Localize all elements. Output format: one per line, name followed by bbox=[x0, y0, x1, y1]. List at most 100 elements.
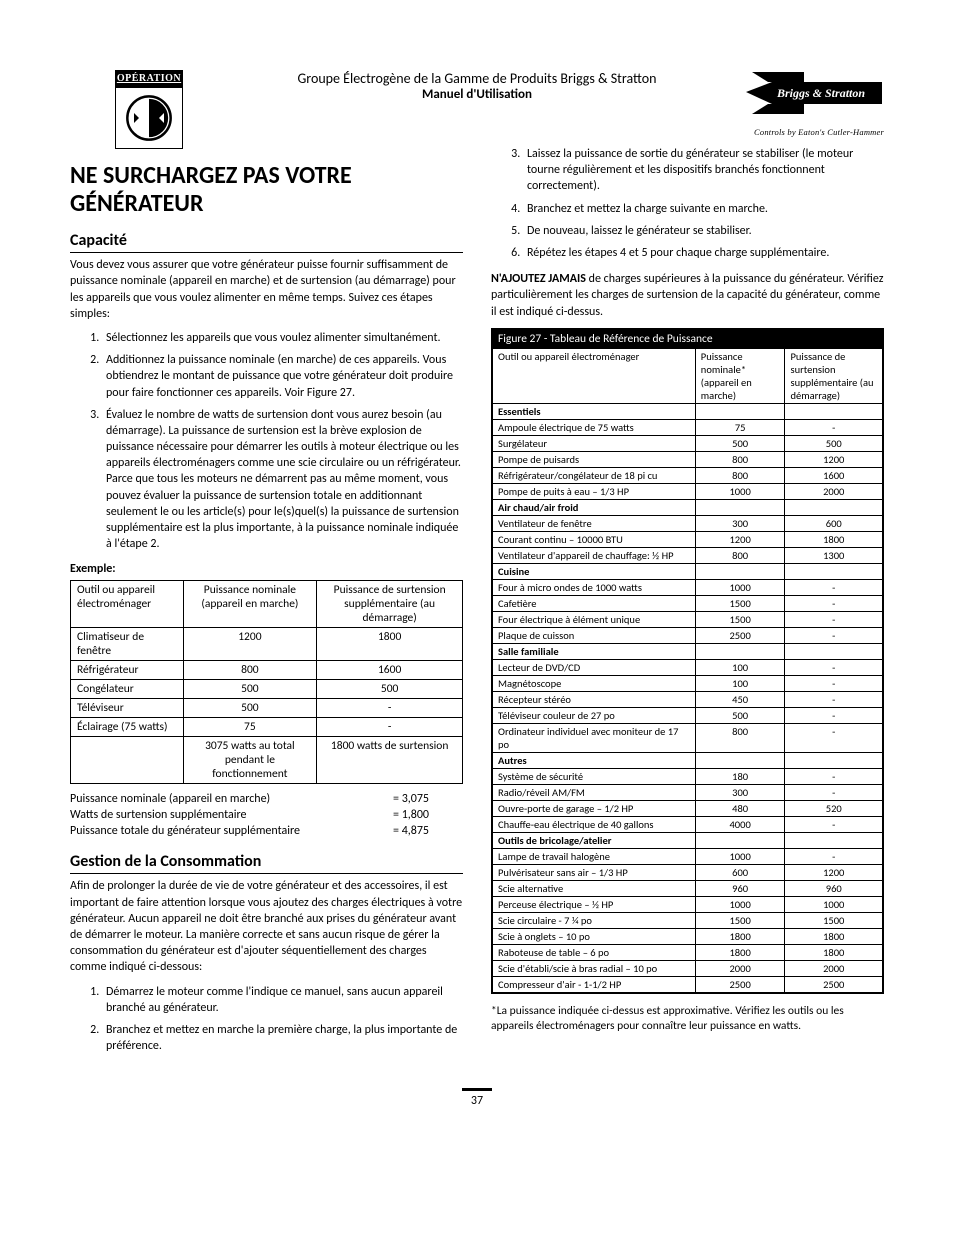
table-cell bbox=[785, 643, 883, 659]
main-heading: NE SURCHARGEZ PAS VOTRE GÉNÉRATEUR bbox=[70, 162, 463, 217]
table-cell: 75 bbox=[695, 419, 785, 435]
table-cell: 300 bbox=[695, 515, 785, 531]
summary-row: Watts de surtension supplémentaire= 1,80… bbox=[70, 808, 463, 822]
table-cell: 480 bbox=[695, 800, 785, 816]
table-cell: 500 bbox=[183, 680, 317, 699]
table-cell: 1000 bbox=[785, 896, 883, 912]
table-cell: 800 bbox=[695, 547, 785, 563]
table-row: Téléviseur500- bbox=[71, 699, 463, 718]
brand-logo-icon: Briggs & Stratton POWER PRODUCTS bbox=[744, 70, 884, 120]
table-cell: 1800 bbox=[785, 928, 883, 944]
table-cell bbox=[695, 563, 785, 579]
table-row: Four à micro ondes de 1000 watts1000- bbox=[493, 579, 883, 595]
table-row: Compresseur d'air - 1-1/2 HP25002500 bbox=[493, 976, 883, 992]
capacity-intro: Vous devez vous assurer que votre généra… bbox=[70, 257, 463, 322]
table-cell: 600 bbox=[695, 864, 785, 880]
table-cell: 100 bbox=[695, 659, 785, 675]
table-cell: 500 bbox=[317, 680, 463, 699]
table-cell: 1300 bbox=[785, 547, 883, 563]
table-cell: 180 bbox=[695, 768, 785, 784]
table-cell: - bbox=[785, 627, 883, 643]
table-cell: Climatiseur de fenêtre bbox=[71, 628, 184, 661]
management-steps-continued: Laissez la puissance de sortie du généra… bbox=[491, 146, 884, 261]
table-cell: Réfrigérateur bbox=[71, 661, 184, 680]
list-item: Démarrez le moteur comme l'indique ce ma… bbox=[102, 984, 463, 1016]
table-cell: 1800 bbox=[695, 928, 785, 944]
table-cell bbox=[71, 737, 184, 784]
table-cell: Perceuse électrique – ½ HP bbox=[493, 896, 696, 912]
table-cell: Système de sécurité bbox=[493, 768, 696, 784]
table-cell: - bbox=[785, 611, 883, 627]
table-cell: 1200 bbox=[183, 628, 317, 661]
table-row: Autres bbox=[493, 752, 883, 768]
table-cell: 75 bbox=[183, 718, 317, 737]
table-cell: Cafetière bbox=[493, 595, 696, 611]
table-cell: Pompe de puisards bbox=[493, 451, 696, 467]
table-cell: 1200 bbox=[785, 451, 883, 467]
table-cell: - bbox=[785, 848, 883, 864]
table-cell: - bbox=[785, 419, 883, 435]
table-cell: 600 bbox=[785, 515, 883, 531]
table-cell: Courant continu – 10000 BTU bbox=[493, 531, 696, 547]
section-cell: Outils de bricolage/atelier bbox=[493, 832, 696, 848]
table-cell: Ordinateur individuel avec moniteur de 1… bbox=[493, 723, 696, 752]
table-cell: 2500 bbox=[785, 976, 883, 992]
table-row: Cafetière1500- bbox=[493, 595, 883, 611]
table-cell: 1600 bbox=[317, 661, 463, 680]
list-item: Branchez et mettez la charge suivante en… bbox=[523, 201, 884, 217]
table-row: 3075 watts au total pendant le fonctionn… bbox=[71, 737, 463, 784]
page: OPÉRATION Briggs & Stratton POWER PRODUC… bbox=[0, 0, 954, 1148]
table-cell: 450 bbox=[695, 691, 785, 707]
table-header: Outil ou appareil électroménager bbox=[493, 349, 696, 404]
page-number: 37 bbox=[70, 1094, 884, 1108]
table-row: Radio/réveil AM/FM300- bbox=[493, 784, 883, 800]
table-cell: 1200 bbox=[785, 864, 883, 880]
reference-caption: Figure 27 - Tableau de Référence de Puis… bbox=[492, 329, 883, 349]
section-cell: Air chaud/air froid bbox=[493, 499, 696, 515]
table-cell: Congélateur bbox=[71, 680, 184, 699]
table-row: Surgélateur500500 bbox=[493, 435, 883, 451]
table-cell: - bbox=[785, 768, 883, 784]
content-columns: NE SURCHARGEZ PAS VOTRE GÉNÉRATEUR Capac… bbox=[70, 142, 884, 1064]
table-cell: Plaque de cuisson bbox=[493, 627, 696, 643]
table-row: Air chaud/air froid bbox=[493, 499, 883, 515]
table-row: Courant continu – 10000 BTU12001800 bbox=[493, 531, 883, 547]
summary-label: Watts de surtension supplémentaire bbox=[70, 808, 393, 822]
table-row: Outils de bricolage/atelier bbox=[493, 832, 883, 848]
table-cell: 800 bbox=[695, 723, 785, 752]
table-row: Réfrigérateur/congélateur de 18 pi cu800… bbox=[493, 467, 883, 483]
list-item: Sélectionnez les appareils que vous voul… bbox=[102, 330, 463, 346]
table-cell: - bbox=[785, 675, 883, 691]
table-cell: - bbox=[785, 816, 883, 832]
brand-block: Briggs & Stratton POWER PRODUCTS Control… bbox=[744, 70, 884, 137]
section-cell: Autres bbox=[493, 752, 696, 768]
table-header: Puissance de surtension supplémentaire (… bbox=[317, 581, 463, 628]
table-row: Ordinateur individuel avec moniteur de 1… bbox=[493, 723, 883, 752]
table-cell bbox=[695, 403, 785, 419]
table-cell bbox=[785, 752, 883, 768]
example-label: Exemple: bbox=[70, 562, 463, 576]
table-row: Scie à onglets – 10 po18001800 bbox=[493, 928, 883, 944]
table-row: Scie circulaire - 7 ¼ po15001500 bbox=[493, 912, 883, 928]
table-cell: 500 bbox=[785, 435, 883, 451]
table-row: Magnétoscope100- bbox=[493, 675, 883, 691]
table-cell: Ouvre-porte de garage – 1/2 HP bbox=[493, 800, 696, 816]
section-cell: Essentiels bbox=[493, 403, 696, 419]
table-cell: 1800 bbox=[785, 944, 883, 960]
table-row: Ventilateur d'appareil de chauffage: ½ H… bbox=[493, 547, 883, 563]
table-cell: - bbox=[317, 699, 463, 718]
brand-subtitle: Controls by Eaton's Cutler-Hammer bbox=[744, 127, 884, 137]
summary-label: Puissance totale du générateur supplémen… bbox=[70, 824, 393, 838]
table-cell: 2000 bbox=[695, 960, 785, 976]
summary-row: Puissance totale du générateur supplémen… bbox=[70, 824, 463, 838]
table-cell: Scie à onglets – 10 po bbox=[493, 928, 696, 944]
table-row: Récepteur stéréo450- bbox=[493, 691, 883, 707]
table-row: Climatiseur de fenêtre12001800 bbox=[71, 628, 463, 661]
table-header: Puissance nominale (appareil en marche) bbox=[183, 581, 317, 628]
table-cell: Récepteur stéréo bbox=[493, 691, 696, 707]
summary-value: = 1,800 bbox=[393, 808, 463, 822]
table-cell: 2000 bbox=[785, 483, 883, 499]
badge-icon bbox=[115, 87, 183, 149]
table-header: Outil ou appareil électroménager bbox=[71, 581, 184, 628]
table-cell: Scie circulaire - 7 ¼ po bbox=[493, 912, 696, 928]
